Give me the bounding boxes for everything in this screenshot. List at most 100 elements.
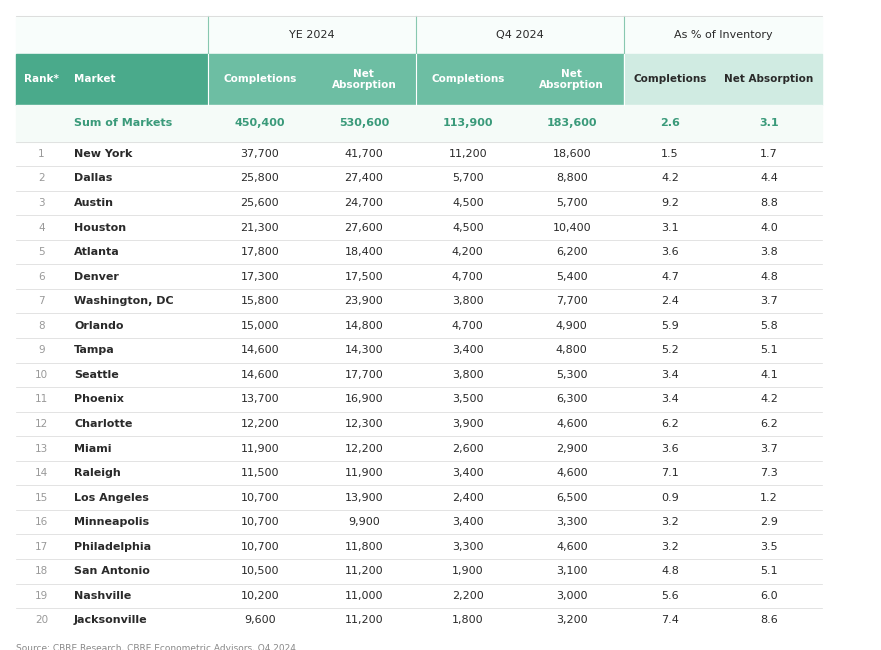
Text: 6,300: 6,300 bbox=[556, 395, 588, 404]
Text: 6.0: 6.0 bbox=[760, 591, 778, 601]
Text: 1.5: 1.5 bbox=[661, 149, 679, 159]
Text: Completions: Completions bbox=[431, 74, 505, 85]
Text: Source: CBRE Research, CBRE Econometric Advisors, Q4 2024.: Source: CBRE Research, CBRE Econometric … bbox=[16, 644, 299, 650]
Text: 4.2: 4.2 bbox=[661, 174, 679, 183]
Text: 10,700: 10,700 bbox=[241, 541, 279, 552]
Text: 3,400: 3,400 bbox=[452, 517, 484, 527]
Text: Orlando: Orlando bbox=[74, 320, 123, 331]
Text: 3,400: 3,400 bbox=[452, 468, 484, 478]
Text: 12,300: 12,300 bbox=[344, 419, 383, 429]
Text: 2.9: 2.9 bbox=[760, 517, 778, 527]
Text: Raleigh: Raleigh bbox=[74, 468, 121, 478]
Text: 14,600: 14,600 bbox=[241, 345, 279, 356]
Text: 12,200: 12,200 bbox=[344, 443, 383, 454]
Text: 6: 6 bbox=[38, 272, 45, 281]
Text: 23,900: 23,900 bbox=[344, 296, 383, 306]
Text: 2.6: 2.6 bbox=[660, 118, 680, 129]
Text: 15: 15 bbox=[34, 493, 48, 502]
Text: Phoenix: Phoenix bbox=[74, 395, 124, 404]
Text: 5.6: 5.6 bbox=[661, 591, 679, 601]
Text: 3,900: 3,900 bbox=[452, 419, 484, 429]
Text: 9,900: 9,900 bbox=[348, 517, 380, 527]
Text: 4.2: 4.2 bbox=[760, 395, 778, 404]
Text: 4,700: 4,700 bbox=[452, 320, 484, 331]
Text: 1,900: 1,900 bbox=[452, 566, 484, 577]
Text: 4.1: 4.1 bbox=[760, 370, 778, 380]
Text: Seattle: Seattle bbox=[74, 370, 119, 380]
Text: Net
Absorption: Net Absorption bbox=[539, 68, 604, 90]
Text: 1,800: 1,800 bbox=[452, 616, 484, 625]
Text: 3,800: 3,800 bbox=[452, 370, 484, 380]
Text: 1.7: 1.7 bbox=[760, 149, 778, 159]
Text: 3.8: 3.8 bbox=[760, 247, 778, 257]
Text: 3.2: 3.2 bbox=[661, 541, 679, 552]
Text: 8.8: 8.8 bbox=[760, 198, 778, 208]
Text: Nashville: Nashville bbox=[74, 591, 131, 601]
Bar bbox=[624, 53, 822, 105]
Text: Philadelphia: Philadelphia bbox=[74, 541, 152, 552]
Text: 11,200: 11,200 bbox=[344, 566, 383, 577]
Text: 18,400: 18,400 bbox=[344, 247, 383, 257]
Text: Houston: Houston bbox=[74, 222, 126, 233]
Text: 5,300: 5,300 bbox=[556, 370, 588, 380]
Text: 10,200: 10,200 bbox=[241, 591, 279, 601]
Text: Denver: Denver bbox=[74, 272, 119, 281]
Text: 4: 4 bbox=[38, 222, 45, 233]
Bar bbox=[16, 105, 822, 142]
Text: 2,900: 2,900 bbox=[556, 443, 588, 454]
Text: 12,200: 12,200 bbox=[241, 419, 279, 429]
Text: 113,900: 113,900 bbox=[442, 118, 493, 129]
Text: 5.1: 5.1 bbox=[760, 566, 778, 577]
Text: 10,500: 10,500 bbox=[241, 566, 279, 577]
Text: 17,300: 17,300 bbox=[241, 272, 279, 281]
Text: 15,800: 15,800 bbox=[241, 296, 279, 306]
Text: 4,600: 4,600 bbox=[556, 468, 588, 478]
Text: Austin: Austin bbox=[74, 198, 114, 208]
Text: 18: 18 bbox=[34, 566, 48, 577]
Text: 4,900: 4,900 bbox=[556, 320, 588, 331]
Text: 4.7: 4.7 bbox=[661, 272, 679, 281]
Text: 10,700: 10,700 bbox=[241, 493, 279, 502]
Text: 4.4: 4.4 bbox=[760, 174, 778, 183]
Text: 3,400: 3,400 bbox=[452, 345, 484, 356]
Text: 11: 11 bbox=[34, 395, 48, 404]
Text: 3,800: 3,800 bbox=[452, 296, 484, 306]
Text: Miami: Miami bbox=[74, 443, 112, 454]
Text: Dallas: Dallas bbox=[74, 174, 113, 183]
Text: 12: 12 bbox=[34, 419, 48, 429]
Text: Atlanta: Atlanta bbox=[74, 247, 120, 257]
Text: Net Absorption: Net Absorption bbox=[724, 74, 814, 85]
Text: 27,400: 27,400 bbox=[344, 174, 383, 183]
Text: 24,700: 24,700 bbox=[344, 198, 383, 208]
Text: 6.2: 6.2 bbox=[760, 419, 778, 429]
Text: 7.1: 7.1 bbox=[661, 468, 679, 478]
Text: 3,500: 3,500 bbox=[452, 395, 484, 404]
Text: 4,600: 4,600 bbox=[556, 541, 588, 552]
Text: 3.7: 3.7 bbox=[760, 443, 778, 454]
Text: 5: 5 bbox=[38, 247, 45, 257]
Text: Rank*: Rank* bbox=[24, 74, 59, 85]
Text: 5,700: 5,700 bbox=[452, 174, 484, 183]
Text: 5.8: 5.8 bbox=[760, 320, 778, 331]
Text: 3.2: 3.2 bbox=[661, 517, 679, 527]
Text: 6,500: 6,500 bbox=[556, 493, 588, 502]
Text: 17,500: 17,500 bbox=[344, 272, 383, 281]
Text: Market: Market bbox=[74, 74, 115, 85]
Text: 17,700: 17,700 bbox=[344, 370, 383, 380]
Text: 11,900: 11,900 bbox=[344, 468, 383, 478]
Text: 19: 19 bbox=[34, 591, 48, 601]
Text: 27,600: 27,600 bbox=[344, 222, 383, 233]
Text: 4,700: 4,700 bbox=[452, 272, 484, 281]
Text: 2.4: 2.4 bbox=[661, 296, 679, 306]
Text: 530,600: 530,600 bbox=[338, 118, 389, 129]
Text: Completions: Completions bbox=[223, 74, 297, 85]
Text: 14: 14 bbox=[34, 468, 48, 478]
Text: 4.0: 4.0 bbox=[760, 222, 778, 233]
Text: 3,100: 3,100 bbox=[556, 566, 588, 577]
Text: 7,700: 7,700 bbox=[556, 296, 588, 306]
Text: 2,400: 2,400 bbox=[452, 493, 484, 502]
Text: 0.9: 0.9 bbox=[661, 493, 679, 502]
Text: 14,600: 14,600 bbox=[241, 370, 279, 380]
Bar bbox=[16, 53, 208, 105]
Text: 3,300: 3,300 bbox=[556, 517, 588, 527]
